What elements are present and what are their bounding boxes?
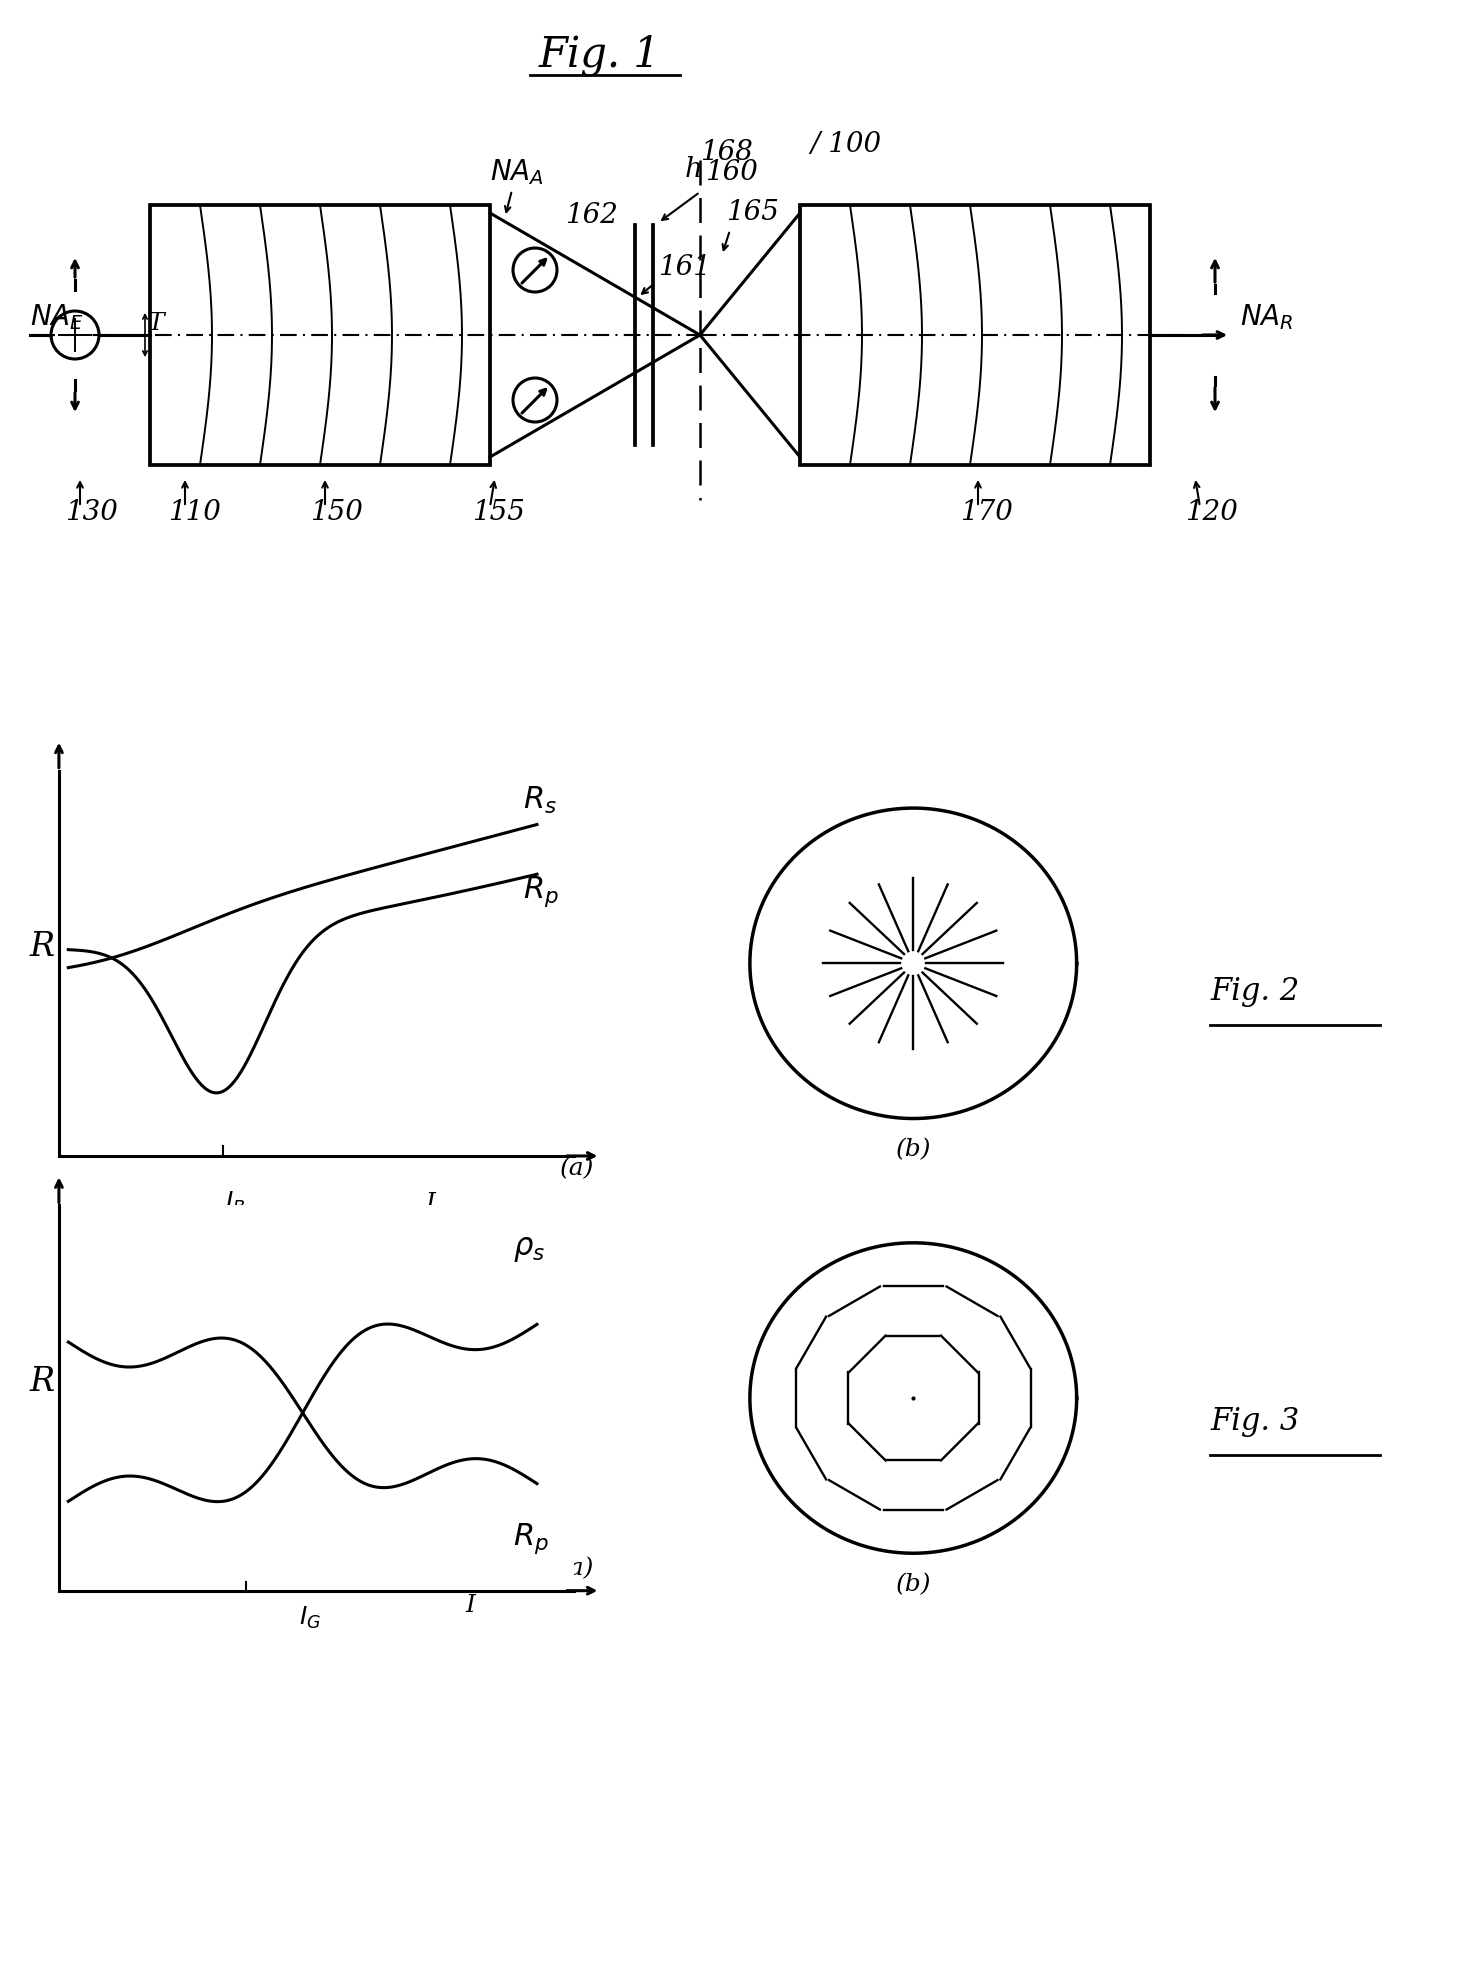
Text: / 100: / 100 [810, 132, 881, 158]
Text: 162: 162 [566, 202, 617, 229]
Text: 165: 165 [726, 200, 779, 225]
Text: 160: 160 [706, 158, 759, 186]
Text: $R_p$: $R_p$ [523, 873, 558, 909]
Text: $R_p$: $R_p$ [513, 1522, 548, 1555]
Text: $I_G$: $I_G$ [299, 1605, 321, 1632]
Text: 150: 150 [309, 500, 362, 526]
Text: 120: 120 [1184, 500, 1237, 526]
Text: (a): (a) [560, 1158, 595, 1180]
Text: 130: 130 [65, 500, 118, 526]
Y-axis label: R: R [29, 931, 55, 964]
Text: $NA_E$: $NA_E$ [29, 302, 84, 332]
Text: Fig. 1: Fig. 1 [539, 34, 661, 75]
Text: Fig. 2: Fig. 2 [1209, 976, 1299, 1008]
Text: (b): (b) [896, 1573, 931, 1597]
Text: Fig. 3: Fig. 3 [1209, 1407, 1299, 1437]
Text: 168: 168 [700, 138, 753, 166]
Text: h: h [685, 156, 703, 184]
Text: I: I [465, 1595, 474, 1616]
Y-axis label: R: R [29, 1365, 55, 1399]
Text: T: T [147, 312, 165, 336]
Text: $NA_R$: $NA_R$ [1240, 302, 1293, 332]
Text: $R_s$: $R_s$ [523, 784, 557, 816]
Text: 161: 161 [658, 255, 711, 281]
Text: $I_B$: $I_B$ [225, 1190, 245, 1215]
Text: 170: 170 [960, 500, 1013, 526]
Text: $\mathit{\rho}_s$: $\mathit{\rho}_s$ [513, 1233, 545, 1265]
Text: 155: 155 [471, 500, 524, 526]
Text: (b): (b) [896, 1138, 931, 1162]
Text: I: I [426, 1192, 435, 1215]
Text: 110: 110 [168, 500, 221, 526]
Bar [800, 206, 1150, 464]
Bar [150, 206, 491, 464]
Text: $NA_A$: $NA_A$ [491, 156, 544, 188]
Text: (a): (a) [560, 1557, 595, 1581]
